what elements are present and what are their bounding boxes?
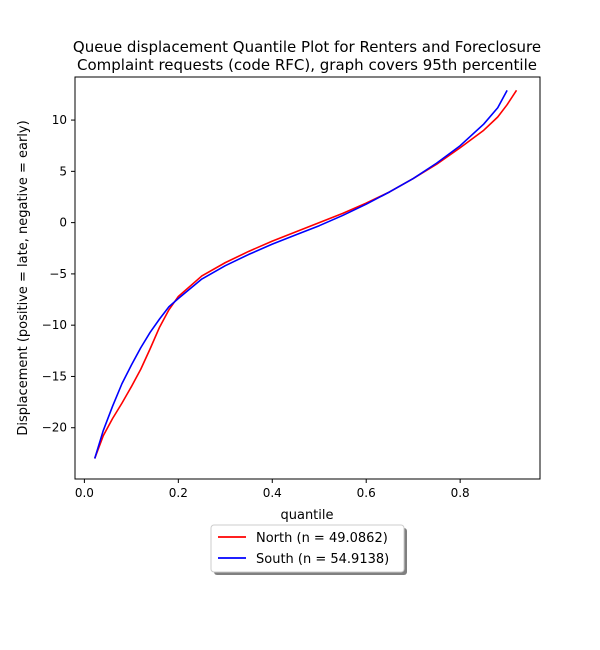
y-axis-label: Displacement (positive = late, negative … <box>16 120 31 435</box>
x-axis-ticks: 0.0 0.2 0.4 0.6 0.8 <box>75 479 470 500</box>
x-tick-label: 0.2 <box>169 486 188 500</box>
legend-label-north: North (n = 49.0862) <box>256 531 388 546</box>
x-tick-label: 0.8 <box>451 486 470 500</box>
y-tick-label: 5 <box>59 164 67 178</box>
legend-box <box>210 524 405 573</box>
plot-frame <box>74 76 541 480</box>
chart-title-line-1: Queue displacement Quantile Plot for Ren… <box>73 38 541 56</box>
y-tick-label: −20 <box>42 421 67 435</box>
x-axis-label: quantile <box>280 508 333 523</box>
y-tick-label: −15 <box>42 369 67 383</box>
x-tick-label: 0.4 <box>263 486 282 500</box>
series-line-south <box>93 89 508 459</box>
y-axis-ticks: −20 −15 −10 −5 0 5 10 <box>42 113 75 435</box>
y-tick-label: 10 <box>52 113 67 127</box>
x-tick-label: 0.0 <box>75 486 94 500</box>
chart-title-line-2: Complaint requests (code RFC), graph cov… <box>77 56 537 74</box>
y-tick-label: −5 <box>49 267 67 281</box>
x-tick-label: 0.6 <box>357 486 376 500</box>
legend-label-south: South (n = 54.9138) <box>256 552 389 567</box>
y-tick-label: −10 <box>42 318 67 332</box>
legend: North (n = 49.0862) South (n = 54.9138) <box>210 524 407 575</box>
y-tick-label: 0 <box>59 216 67 230</box>
series-line-north <box>93 89 518 459</box>
series-layer <box>93 89 518 459</box>
